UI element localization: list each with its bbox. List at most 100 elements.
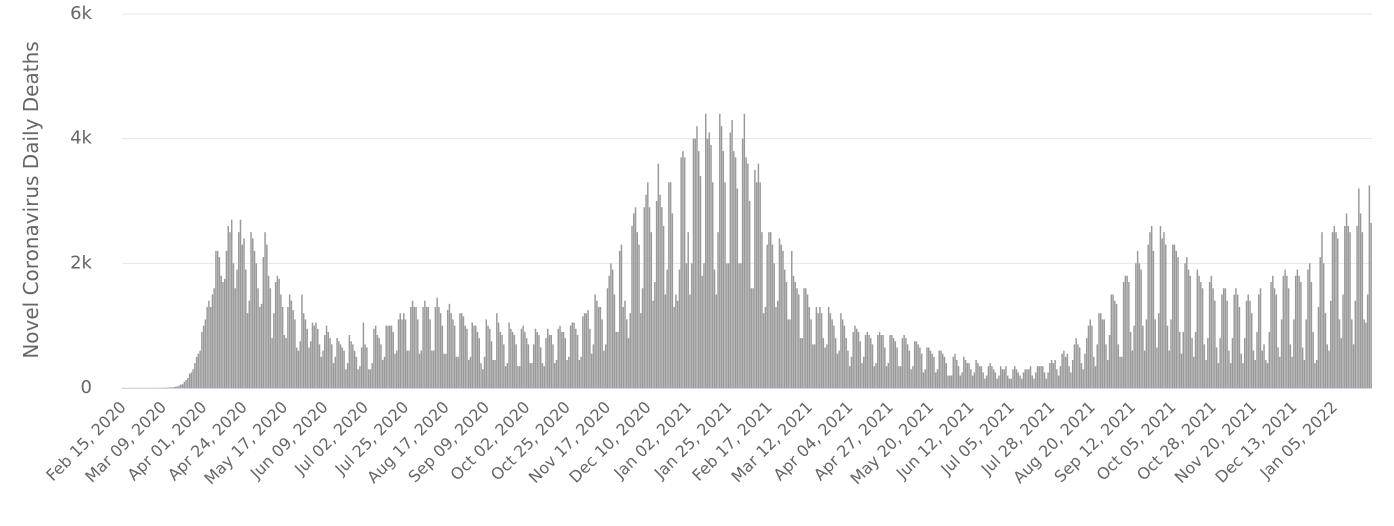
bar bbox=[927, 347, 930, 388]
bar bbox=[1152, 250, 1155, 388]
bar bbox=[1296, 269, 1299, 388]
bar bbox=[712, 182, 714, 388]
bar bbox=[417, 319, 419, 388]
bar bbox=[490, 341, 493, 388]
y-tick-label: 6k bbox=[70, 3, 92, 24]
bar bbox=[1119, 356, 1121, 388]
bar bbox=[1177, 257, 1179, 388]
bar bbox=[392, 331, 394, 388]
bar bbox=[919, 347, 921, 388]
bar bbox=[171, 387, 173, 388]
bar bbox=[771, 244, 774, 388]
bar bbox=[561, 331, 563, 388]
bar bbox=[1082, 369, 1084, 388]
bar bbox=[966, 363, 969, 388]
bar bbox=[690, 263, 693, 388]
bar bbox=[1156, 347, 1158, 388]
bar bbox=[1231, 338, 1234, 388]
bar bbox=[699, 176, 702, 388]
bar bbox=[1210, 275, 1213, 388]
bar bbox=[438, 306, 440, 388]
bar bbox=[1217, 363, 1220, 388]
bar bbox=[624, 300, 626, 388]
bar bbox=[887, 363, 890, 388]
bar bbox=[320, 356, 322, 388]
bar bbox=[494, 359, 496, 388]
bar bbox=[380, 344, 382, 388]
bar bbox=[1212, 288, 1214, 388]
bar bbox=[1270, 282, 1272, 388]
bar bbox=[1338, 319, 1341, 388]
bar bbox=[884, 347, 886, 388]
bar bbox=[583, 313, 586, 388]
bar bbox=[174, 386, 177, 388]
bar bbox=[406, 350, 409, 388]
bar bbox=[998, 375, 1000, 388]
bar bbox=[1122, 282, 1125, 388]
bar bbox=[1049, 363, 1051, 388]
bar bbox=[366, 347, 368, 388]
bar bbox=[317, 328, 319, 388]
bar bbox=[959, 375, 962, 388]
bar bbox=[202, 325, 205, 388]
bar bbox=[808, 306, 811, 388]
bar bbox=[1098, 313, 1100, 388]
bar bbox=[1166, 325, 1169, 388]
bar bbox=[1305, 319, 1307, 388]
bar bbox=[943, 356, 946, 388]
bar bbox=[436, 297, 438, 388]
bar bbox=[622, 306, 624, 388]
bar bbox=[724, 182, 726, 388]
bar bbox=[901, 338, 904, 388]
bar bbox=[759, 182, 761, 388]
bar bbox=[1080, 363, 1083, 388]
bar bbox=[866, 331, 868, 388]
bar bbox=[480, 363, 482, 388]
bar bbox=[580, 356, 582, 388]
bar bbox=[266, 244, 268, 388]
bar bbox=[747, 163, 749, 388]
bar bbox=[1001, 369, 1004, 388]
bar bbox=[984, 378, 986, 388]
bar bbox=[176, 386, 179, 388]
bar bbox=[1012, 369, 1014, 388]
bar bbox=[324, 335, 326, 388]
bar bbox=[1091, 325, 1093, 388]
y-tick-label: 0 bbox=[81, 377, 92, 398]
bar bbox=[262, 257, 265, 388]
bar bbox=[1266, 363, 1269, 388]
bar bbox=[327, 331, 330, 388]
bar bbox=[190, 372, 193, 388]
bar bbox=[894, 341, 897, 388]
bar bbox=[1229, 363, 1232, 388]
bar bbox=[1071, 359, 1074, 388]
bar bbox=[933, 356, 935, 388]
bar bbox=[1349, 232, 1351, 388]
bar bbox=[1345, 213, 1348, 388]
bar bbox=[482, 369, 484, 388]
bar bbox=[571, 322, 574, 388]
bar bbox=[885, 366, 888, 388]
bar bbox=[467, 359, 470, 388]
bar bbox=[424, 300, 426, 388]
bar bbox=[949, 375, 951, 388]
bar bbox=[466, 328, 468, 388]
bar bbox=[1036, 366, 1039, 388]
bar bbox=[383, 356, 386, 388]
bar bbox=[527, 344, 530, 388]
bar bbox=[185, 379, 187, 388]
bar bbox=[1189, 275, 1192, 388]
bar bbox=[815, 306, 818, 388]
bar bbox=[503, 344, 505, 388]
bar bbox=[855, 328, 858, 388]
bar bbox=[325, 325, 328, 388]
bar bbox=[1140, 269, 1142, 388]
bar bbox=[1112, 294, 1114, 388]
bar bbox=[238, 232, 240, 388]
bar bbox=[215, 250, 217, 388]
bar bbox=[733, 151, 735, 388]
bar bbox=[1184, 263, 1186, 388]
bar bbox=[1300, 282, 1302, 388]
bar bbox=[829, 313, 832, 388]
